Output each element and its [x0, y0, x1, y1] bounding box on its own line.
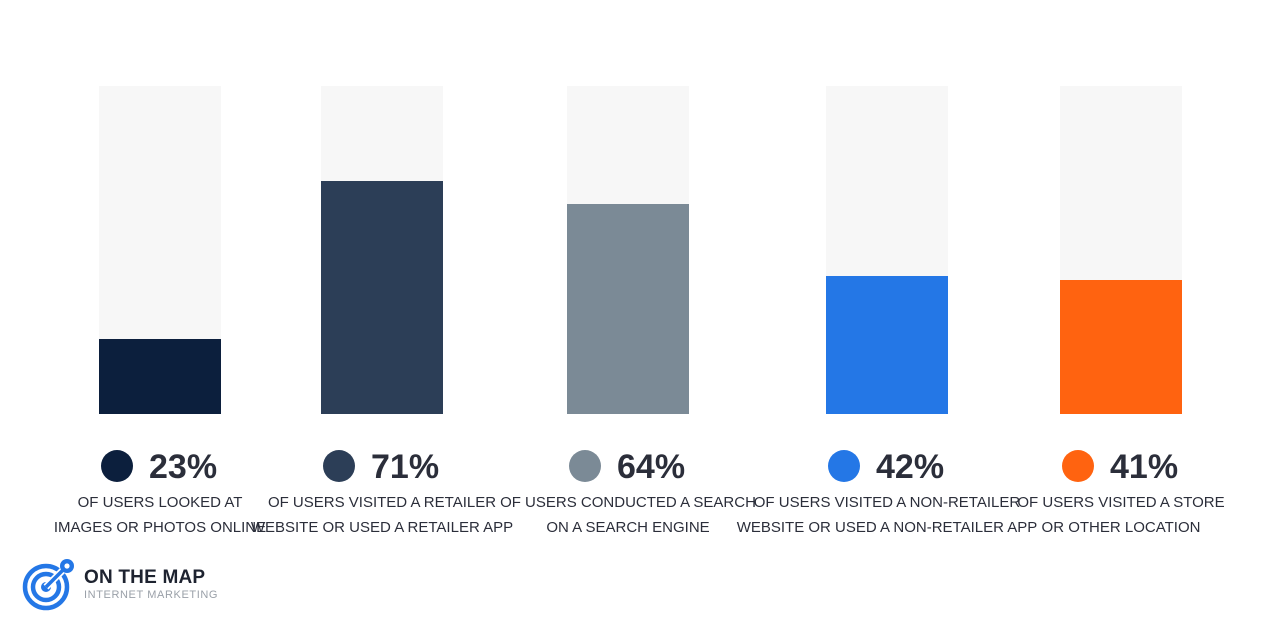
logo-name: ON THE MAP — [84, 566, 206, 588]
value-label: 41% — [1110, 448, 1178, 486]
legend-dot — [1062, 450, 1094, 482]
legend-dot — [828, 450, 860, 482]
value-label: 71% — [371, 448, 439, 486]
value-label: 23% — [149, 448, 217, 486]
category-label: OF USERS VISITED A NON-RETAILER — [754, 494, 1021, 511]
category-label: OR OTHER LOCATION — [1042, 519, 1201, 536]
category-label: OF USERS CONDUCTED A SEARCH — [500, 494, 756, 511]
category-label: WEBSITE OR USED A NON-RETAILER APP — [737, 519, 1038, 536]
target-icon — [22, 559, 74, 611]
legend-dot — [323, 450, 355, 482]
value-label: 42% — [876, 448, 944, 486]
value-label: 64% — [617, 448, 685, 486]
category-label: IMAGES OR PHOTOS ONLINE — [54, 519, 266, 536]
bar — [99, 339, 221, 414]
category-label: OF USERS LOOKED AT — [78, 494, 243, 511]
brand-logo: ON THE MAP INTERNET MARKETING — [22, 557, 218, 611]
legend-dot — [569, 450, 601, 482]
category-label: WEBSITE OR USED A RETAILER APP — [251, 519, 513, 536]
bar — [321, 181, 443, 414]
logo-subtitle: INTERNET MARKETING — [84, 588, 219, 601]
category-label: ON A SEARCH ENGINE — [546, 519, 709, 536]
category-label: OF USERS VISITED A RETAILER — [268, 494, 496, 511]
legend-dot — [101, 450, 133, 482]
bar — [826, 276, 948, 414]
bar — [567, 204, 689, 414]
bar — [1060, 280, 1182, 414]
category-label: OF USERS VISITED A STORE — [1017, 494, 1224, 511]
